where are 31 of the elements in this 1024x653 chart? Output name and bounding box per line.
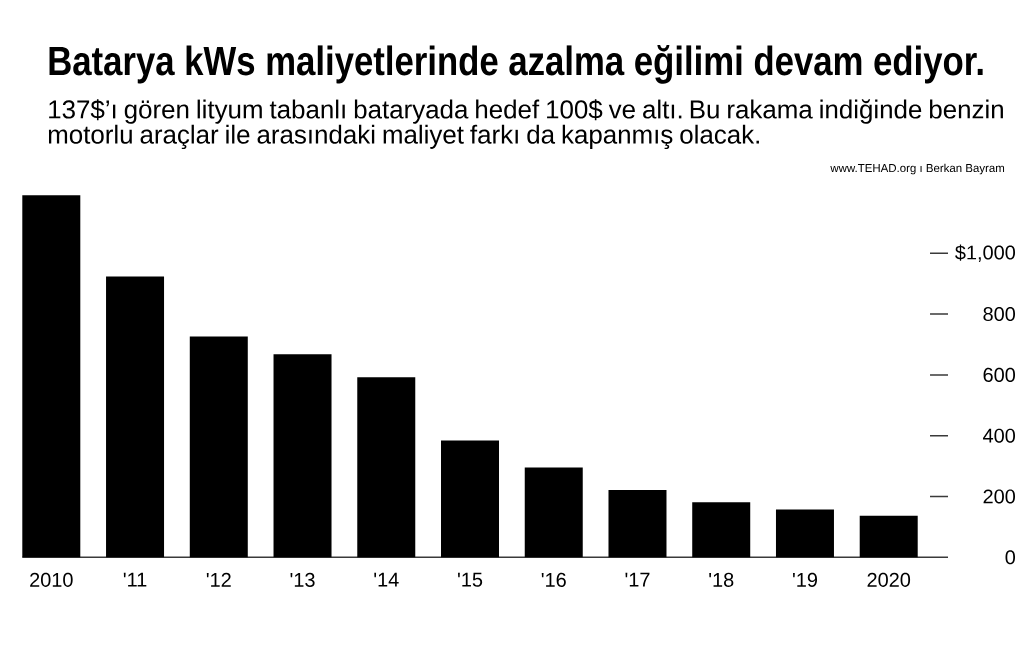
bar	[106, 276, 165, 558]
bar	[441, 440, 499, 558]
x-tick-label: 2010	[30, 572, 73, 587]
x-tick-label: '13	[290, 572, 315, 587]
chart-title: Batarya kWs maliyetlerinde azalma eğilimi devam ediyor.	[49, 44, 983, 84]
bar	[357, 377, 416, 558]
bar	[692, 502, 751, 558]
x-tick-label: 2020	[867, 572, 911, 587]
y-tick-label: 800	[983, 307, 1016, 322]
x-tick-label: '16	[541, 572, 566, 587]
bar	[273, 354, 332, 558]
bar	[189, 336, 248, 558]
bar	[524, 467, 583, 558]
x-tick-label: '19	[793, 572, 818, 587]
y-tick-label: 600	[983, 367, 1016, 382]
y-tick-label: 400	[983, 428, 1016, 443]
x-tick-label: '14	[374, 572, 399, 587]
x-tick-label: '18	[709, 572, 734, 587]
y-tick-label: $1,000	[955, 244, 1016, 262]
bar	[608, 490, 667, 558]
bar	[22, 195, 81, 558]
x-tick-label: '11	[123, 572, 147, 587]
bar	[775, 509, 834, 558]
y-tick-label: 200	[983, 489, 1016, 504]
x-tick-label: '15	[458, 572, 483, 587]
text: www.TEHAD.org ı Berkan Bayram	[830, 163, 1005, 175]
y-tick-label: 0	[1005, 550, 1016, 565]
bar	[859, 515, 918, 558]
chart-subtitle: 137$’ı gören lityum tabanlı bataryada hedef 100$ ve altı. Bu rakama indiğinde benzin motorlu araçlar ile arasındaki maliyet farkı da kapanmış olacak.	[48, 99, 1003, 149]
x-tick-label: '17	[625, 572, 650, 587]
x-tick-label: '12	[206, 572, 231, 587]
